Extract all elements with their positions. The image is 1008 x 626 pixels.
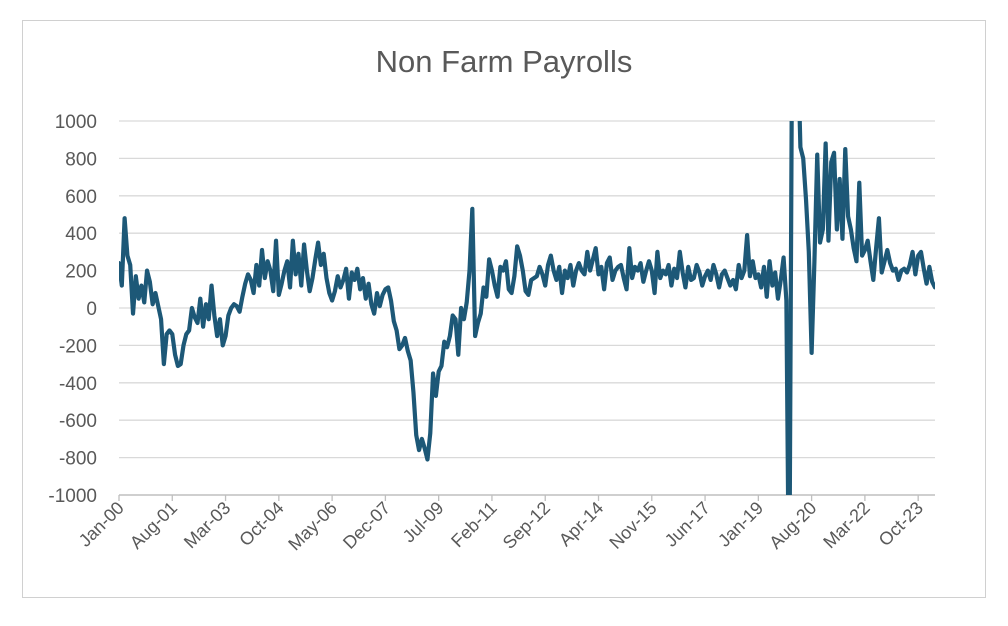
y-tick-label: -400 [59,374,97,395]
y-axis-ticks: 1000 800 600 400 200 0 -200 -400 -600 -800 -1000 [48,112,97,507]
gridlines [119,120,935,459]
x-tick-label: Jul-09 [399,498,448,547]
x-tick-label: Jan-19 [714,498,767,551]
x-tick-label: Dec-07 [339,498,394,553]
x-tick-label: Mar-03 [180,498,234,552]
y-tick-label: 0 [86,299,97,320]
y-tick-label: -600 [59,411,97,432]
chart-title: Non Farm Payrolls [375,44,633,79]
y-tick-label: 600 [65,187,97,208]
x-tick-label: Aug-20 [765,498,820,553]
x-tick-label: Sep-12 [499,498,554,553]
x-tick-label: Feb-11 [447,498,501,552]
plot-area [119,121,935,495]
x-tick-label: Oct-23 [875,498,927,550]
x-tick-label: Jun-17 [661,498,714,551]
y-tick-label: -1000 [48,486,97,507]
x-tick-label: Apr-14 [555,498,607,550]
y-tick-label: 400 [65,224,97,245]
nonfarm-payrolls-line [119,121,935,495]
x-tick-label: Aug-01 [126,498,181,553]
y-tick-label: 1000 [55,112,97,133]
y-tick-label: 800 [65,149,97,170]
x-tick-label: Mar-22 [819,498,873,552]
chart-frame [22,20,986,598]
x-axis [118,494,935,501]
y-tick-label: 200 [65,262,97,283]
x-tick-label: Oct-04 [235,498,287,550]
y-tick-label: -800 [59,449,97,470]
x-tick-label: Nov-15 [605,498,660,553]
x-tick-label: May-06 [284,498,341,555]
y-tick-label: -200 [59,336,97,357]
